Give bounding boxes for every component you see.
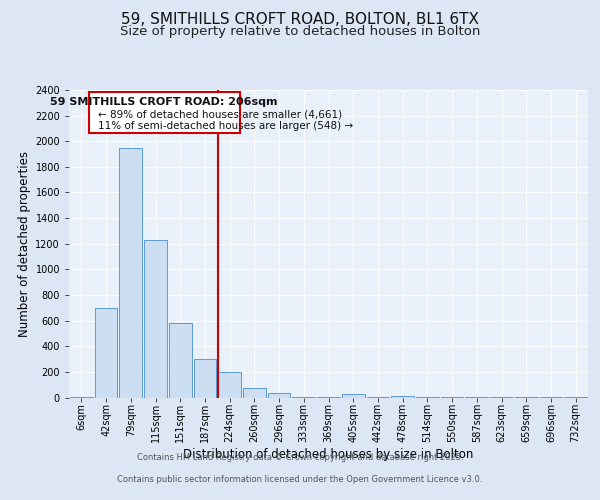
Bar (367, 397, 389, 398)
Text: Size of property relative to detached houses in Bolton: Size of property relative to detached ho… (120, 25, 480, 38)
X-axis label: Distribution of detached houses by size in Bolton: Distribution of detached houses by size … (184, 448, 473, 461)
Bar (169, 323, 191, 398)
Bar (292, 397, 315, 398)
Bar (317, 397, 340, 398)
Bar (243, 388, 266, 398)
Text: 59, SMITHILLS CROFT ROAD, BOLTON, BL1 6TX: 59, SMITHILLS CROFT ROAD, BOLTON, BL1 6T… (121, 12, 479, 28)
Text: Contains public sector information licensed under the Open Government Licence v3: Contains public sector information licen… (118, 475, 482, 484)
Text: 11% of semi-detached houses are larger (548) →: 11% of semi-detached houses are larger (… (98, 120, 353, 130)
Text: ← 89% of detached houses are smaller (4,661): ← 89% of detached houses are smaller (4,… (98, 110, 342, 120)
Bar (144, 240, 167, 398)
Bar (342, 394, 365, 398)
Bar (391, 396, 414, 398)
Text: Contains HM Land Registry data © Crown copyright and database right 2025.: Contains HM Land Registry data © Crown c… (137, 454, 463, 462)
Bar (95, 308, 118, 398)
Bar (70, 397, 93, 398)
Bar (194, 359, 216, 398)
Bar (268, 393, 290, 398)
Bar (218, 372, 241, 398)
Text: 59 SMITHILLS CROFT ROAD: 206sqm: 59 SMITHILLS CROFT ROAD: 206sqm (50, 97, 278, 107)
Y-axis label: Number of detached properties: Number of detached properties (18, 151, 31, 337)
Bar (119, 148, 142, 398)
